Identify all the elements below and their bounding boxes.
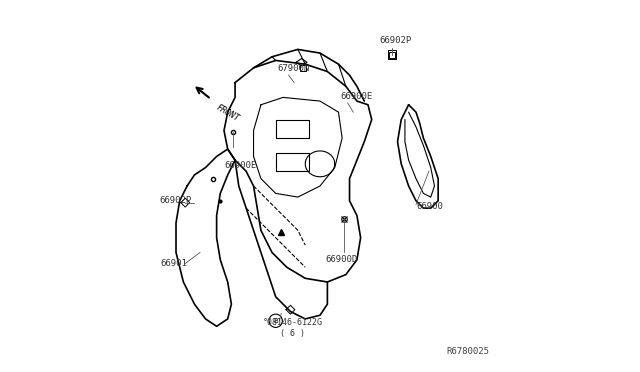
- Text: FRONT: FRONT: [215, 103, 241, 123]
- Text: R6780025: R6780025: [447, 347, 490, 356]
- Text: 66900E: 66900E: [340, 92, 372, 101]
- Text: °08146-6122G
( 6 ): °08146-6122G ( 6 ): [263, 318, 323, 338]
- Text: 67900N: 67900N: [278, 64, 310, 73]
- Text: 66900E: 66900E: [224, 161, 256, 170]
- Text: 66900D: 66900D: [326, 255, 358, 264]
- Text: 66902P: 66902P: [379, 36, 412, 45]
- Text: 66901: 66901: [161, 259, 188, 268]
- Text: B: B: [273, 318, 278, 324]
- Text: 66902P: 66902P: [159, 196, 191, 205]
- Text: 66900: 66900: [416, 202, 443, 211]
